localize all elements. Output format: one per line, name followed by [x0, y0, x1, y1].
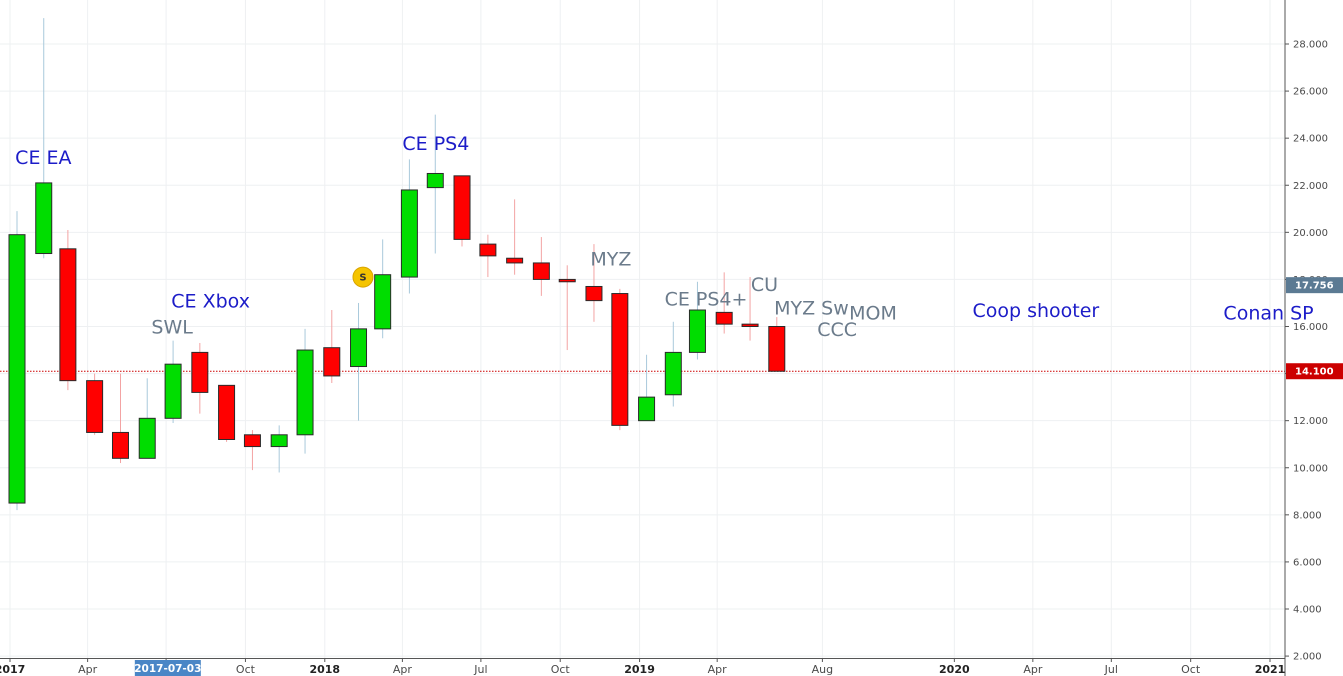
candle-body [35, 182, 53, 255]
markers: S [352, 266, 374, 288]
candle-body [611, 293, 629, 426]
candle-body [374, 274, 392, 330]
candle-body [768, 326, 786, 372]
x-tick-label: Apr [1023, 663, 1043, 676]
annotation-label: Conan SP [1223, 302, 1313, 324]
annotation-label: CE PS4 [402, 133, 469, 155]
candle-body [664, 351, 682, 396]
y-tick-label: 20.000 [1293, 228, 1328, 239]
x-tick-label: 2021 [1255, 663, 1286, 676]
x-tick-label: Oct [236, 663, 256, 676]
annotation-label: Coop shooter [972, 300, 1099, 322]
candle-body [741, 323, 759, 328]
annotation-label: CE PS4+ [665, 288, 748, 310]
candle-body [558, 278, 576, 283]
candle-body [296, 349, 314, 436]
y-tick-label: 22.000 [1293, 181, 1328, 192]
y-tick-label: 16.000 [1293, 322, 1328, 333]
x-tick-label: 2020 [939, 663, 970, 676]
candle-body [59, 248, 77, 382]
x-tick-label: Aug [812, 663, 833, 676]
annotation-label: MYZ Sw [774, 298, 849, 320]
annotation-label: SWL [151, 317, 193, 339]
split-marker-label: S [359, 273, 366, 284]
y-tick-label: 26.000 [1293, 87, 1328, 98]
candle-body [532, 262, 550, 280]
secondary-price-tag-text: 17.756 [1295, 281, 1334, 292]
candle-body [8, 234, 26, 504]
y-tick-label: 8.000 [1293, 510, 1322, 521]
x-tick-label: Oct [551, 663, 571, 676]
candle-body [453, 175, 471, 240]
price-axis[interactable]: 2.0004.0006.0008.00010.00012.00014.00016… [1284, 0, 1328, 676]
x-tick-label: Apr [78, 663, 98, 676]
candle-body [715, 311, 733, 325]
annotation-label: MOM [849, 302, 897, 324]
candle-body [506, 257, 524, 264]
annotation-label: CU [751, 274, 778, 296]
annotation-label: CE Xbox [171, 291, 250, 313]
x-tick-label: Oct [1181, 663, 1201, 676]
candle-body [426, 172, 444, 189]
y-tick-label: 10.000 [1293, 463, 1328, 474]
annotation-label: CE EA [15, 147, 71, 169]
x-tick-label: Apr [708, 663, 728, 676]
candle-body [138, 417, 156, 459]
time-axis[interactable]: 2017 Apr Jul Oct 2018 Apr Jul Oct 2019 Apr Aug 2020… [0, 658, 1285, 676]
y-tick-label: 4.000 [1293, 605, 1322, 616]
grid-lines [0, 0, 1284, 658]
x-tick-label: 2019 [624, 663, 655, 676]
annotation-label: CCC [817, 319, 857, 341]
candle-body [350, 328, 368, 368]
x-tick-label: Jul [1104, 663, 1118, 676]
candle-body [585, 285, 603, 302]
price-tags: 17.756 14.100 [1286, 277, 1343, 380]
y-tick-label: 2.000 [1293, 652, 1322, 663]
candle-body [638, 396, 656, 422]
cursor-date-text: 2017-07-03 [134, 663, 201, 675]
x-tick-label: Jul [473, 663, 487, 676]
candles [8, 18, 786, 511]
candle-body [191, 351, 209, 393]
cursor-date-tag [134, 660, 201, 676]
annotation-label: MYZ [590, 248, 631, 270]
secondary-price-tag [1286, 277, 1343, 294]
y-tick-label: 28.000 [1293, 40, 1328, 51]
candle-body [243, 434, 261, 448]
x-tick-label: 2018 [309, 663, 340, 676]
candle-body [479, 243, 497, 257]
candle-body [111, 431, 129, 459]
y-tick-label: 12.000 [1293, 416, 1328, 427]
candle-body [400, 189, 418, 278]
candle-body [688, 309, 706, 353]
candle-body [270, 434, 288, 448]
candle-body [164, 363, 182, 419]
split-marker [352, 266, 374, 288]
x-tick-label: Apr [393, 663, 413, 676]
candle-body [323, 347, 341, 377]
current-price-tag [1286, 363, 1343, 380]
y-tick-label: 6.000 [1293, 557, 1322, 568]
x-tick-label: 2017 [0, 663, 25, 676]
candle-body [218, 384, 236, 440]
current-price-tag-text: 14.100 [1295, 367, 1334, 378]
y-tick-label: 24.000 [1293, 134, 1328, 145]
candle-body [86, 380, 104, 433]
